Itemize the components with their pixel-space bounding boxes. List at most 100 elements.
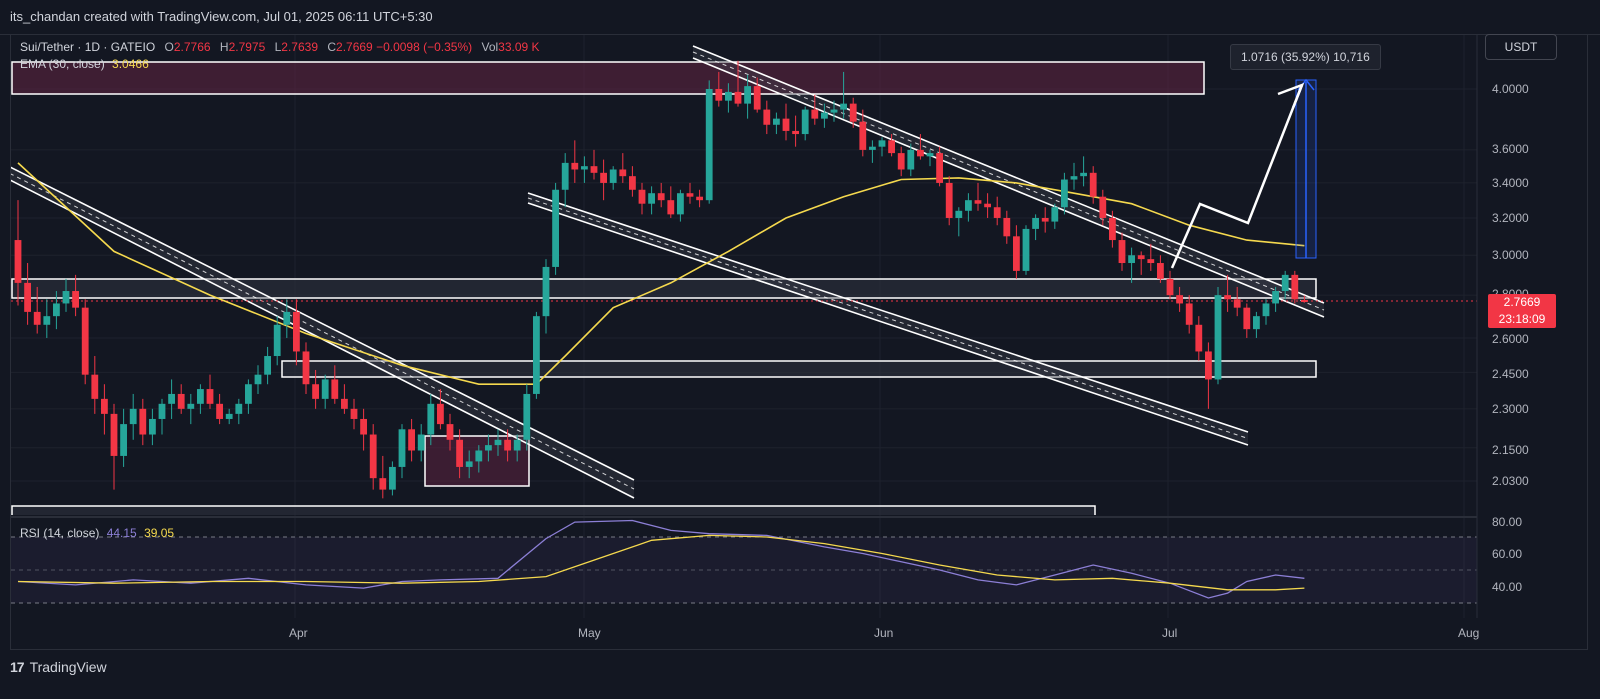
candle-body: [715, 89, 723, 101]
candle-body: [1147, 259, 1155, 264]
candle-body: [81, 307, 89, 375]
candle-body: [523, 393, 531, 440]
candle-body: [1224, 295, 1231, 300]
tradingview-logo-icon: 17: [10, 659, 25, 675]
candle-body: [1137, 255, 1145, 260]
candle-body: [321, 379, 329, 399]
rsi-tick: 40.00: [1492, 580, 1523, 594]
candle-body: [1272, 291, 1279, 304]
candle-body: [1166, 278, 1174, 296]
candle-body: [1253, 316, 1260, 330]
candle-body: [561, 162, 569, 190]
candle-body: [206, 389, 214, 404]
candle-body: [657, 193, 665, 201]
ema-legend[interactable]: EMA (30, close) 3.0466: [20, 57, 149, 71]
candle-body: [792, 130, 799, 135]
price-tick: 3.4000: [1492, 176, 1529, 190]
candle-body: [1243, 307, 1251, 330]
candle-body: [705, 89, 713, 201]
volume-value: 33.09 K: [498, 40, 540, 54]
candle-body: [43, 316, 51, 325]
symbol-legend[interactable]: Sui/Tether · 1D · GATEIO O2.7766 H2.7975…: [20, 40, 540, 54]
candle-body: [504, 439, 511, 451]
candle-body: [494, 439, 502, 446]
candle-body: [667, 200, 675, 215]
candle-body: [1099, 196, 1107, 218]
candle-body: [974, 200, 982, 204]
candle-body: [1089, 172, 1097, 197]
candle-body: [475, 450, 483, 462]
candle-body: [945, 182, 953, 218]
candle-body: [197, 389, 204, 404]
candle-body: [341, 398, 348, 409]
candle-body: [72, 291, 79, 308]
currency-button[interactable]: USDT: [1485, 34, 1557, 60]
candle-body: [859, 121, 867, 150]
candle-body: [350, 408, 358, 419]
candle-body: [245, 384, 252, 404]
candle-body: [120, 424, 127, 456]
candle-body: [14, 240, 22, 283]
brand[interactable]: 17 TradingView: [10, 659, 107, 675]
candle-body: [821, 112, 828, 119]
rsi-legend[interactable]: RSI (14, close) 44.15 39.05: [20, 526, 174, 540]
candle-body: [1013, 236, 1020, 271]
candle-body: [302, 351, 310, 385]
candle-body: [926, 153, 934, 157]
candle-body: [782, 118, 790, 131]
channel-line: [692, 57, 1325, 318]
time-tick: May: [578, 626, 601, 640]
low-value: 2.7639: [281, 40, 318, 54]
last-price-tag: 2.7669 23:18:09: [1488, 294, 1556, 328]
candle-body: [1214, 295, 1222, 380]
candle-body: [1195, 324, 1203, 352]
candle-body: [696, 196, 703, 201]
candle-body: [53, 303, 60, 317]
candle-body: [869, 146, 876, 150]
rsi-ma-line: [17, 534, 1305, 591]
open-value: 2.7766: [173, 40, 211, 54]
candle-body: [581, 166, 588, 170]
measure-label: 1.0716 (35.92%) 10,716: [1230, 44, 1381, 70]
low-label: L: [274, 40, 282, 54]
ema-line: [17, 162, 1305, 385]
high-label: H: [219, 40, 229, 54]
price-tick: 4.0000: [1492, 82, 1529, 96]
candle-body: [1003, 217, 1011, 237]
candle-body: [984, 203, 991, 208]
candle-body: [168, 393, 175, 404]
chart-frame[interactable]: [10, 34, 1588, 650]
channel-line: [11, 166, 635, 481]
bottom-bar: [0, 650, 1600, 699]
candle-body: [1291, 274, 1299, 300]
projection-path: [1170, 84, 1304, 269]
brand-name: TradingView: [29, 659, 107, 675]
candle-body: [763, 109, 771, 125]
candle-body: [1233, 299, 1241, 308]
candle-body: [1262, 303, 1270, 317]
rsi-tick: 80.00: [1492, 515, 1523, 529]
candle-body: [1041, 217, 1049, 222]
candle-body: [878, 140, 886, 147]
candle-body: [1176, 295, 1183, 304]
candle-body: [283, 311, 291, 325]
candle-body: [216, 403, 223, 419]
ema-label: EMA (30, close): [20, 57, 105, 71]
candle-body: [129, 408, 137, 425]
candle-body: [1032, 217, 1039, 229]
candle-body: [139, 408, 147, 435]
candle-body: [552, 189, 559, 267]
rsi-ma-value: 39.05: [144, 526, 175, 540]
price-tick: 2.1500: [1492, 443, 1529, 457]
candle-body: [936, 153, 943, 183]
candle-body: [849, 103, 857, 122]
channel-midline: [527, 197, 1249, 439]
rsi-label: RSI (14, close): [20, 526, 100, 540]
supply-zone: [11, 61, 1205, 95]
channel-line: [527, 202, 1249, 446]
channel-midline: [692, 51, 1325, 311]
candle-body: [1301, 299, 1308, 303]
candle-body: [1061, 179, 1068, 208]
channel-line: [527, 192, 1249, 433]
